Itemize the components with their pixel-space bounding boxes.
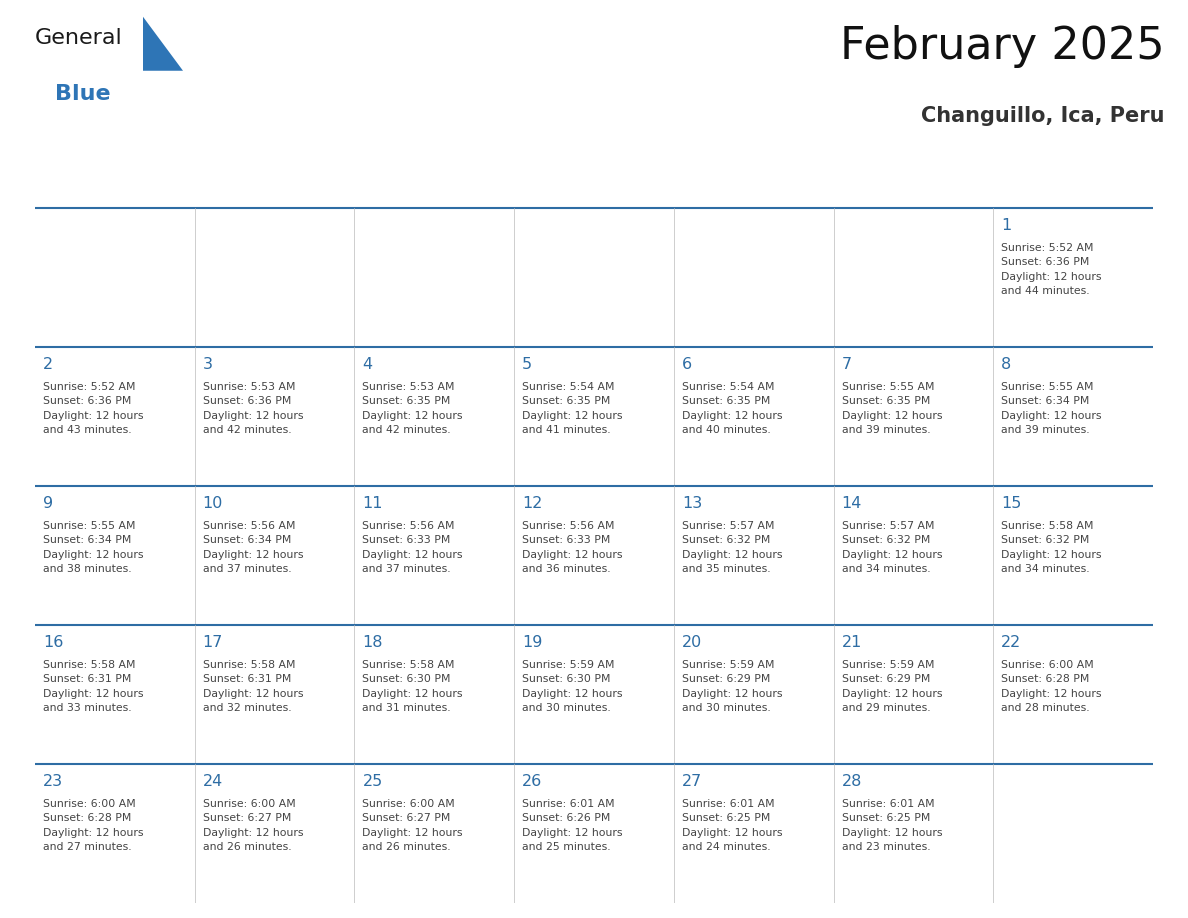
Text: 25: 25	[362, 774, 383, 789]
Text: Sunrise: 5:55 AM
Sunset: 6:34 PM
Daylight: 12 hours
and 39 minutes.: Sunrise: 5:55 AM Sunset: 6:34 PM Dayligh…	[1001, 382, 1101, 435]
Text: Sunrise: 5:56 AM
Sunset: 6:33 PM
Daylight: 12 hours
and 36 minutes.: Sunrise: 5:56 AM Sunset: 6:33 PM Dayligh…	[523, 521, 623, 574]
Text: 27: 27	[682, 774, 702, 789]
Text: Sunrise: 5:58 AM
Sunset: 6:31 PM
Daylight: 12 hours
and 33 minutes.: Sunrise: 5:58 AM Sunset: 6:31 PM Dayligh…	[43, 660, 144, 713]
Polygon shape	[143, 17, 183, 71]
Text: Sunrise: 5:53 AM
Sunset: 6:36 PM
Daylight: 12 hours
and 42 minutes.: Sunrise: 5:53 AM Sunset: 6:36 PM Dayligh…	[203, 382, 303, 435]
Text: Sunrise: 5:52 AM
Sunset: 6:36 PM
Daylight: 12 hours
and 43 minutes.: Sunrise: 5:52 AM Sunset: 6:36 PM Dayligh…	[43, 382, 144, 435]
Text: Sunrise: 5:59 AM
Sunset: 6:30 PM
Daylight: 12 hours
and 30 minutes.: Sunrise: 5:59 AM Sunset: 6:30 PM Dayligh…	[523, 660, 623, 713]
Text: 26: 26	[523, 774, 543, 789]
Text: Saturday: Saturday	[1001, 175, 1070, 191]
Text: 14: 14	[841, 496, 862, 510]
Text: 7: 7	[841, 357, 852, 372]
Text: 8: 8	[1001, 357, 1011, 372]
Text: Sunrise: 6:01 AM
Sunset: 6:25 PM
Daylight: 12 hours
and 24 minutes.: Sunrise: 6:01 AM Sunset: 6:25 PM Dayligh…	[682, 799, 783, 852]
Text: Sunrise: 5:58 AM
Sunset: 6:30 PM
Daylight: 12 hours
and 31 minutes.: Sunrise: 5:58 AM Sunset: 6:30 PM Dayligh…	[362, 660, 463, 713]
Text: Changuillo, Ica, Peru: Changuillo, Ica, Peru	[921, 106, 1164, 127]
Text: General: General	[34, 28, 122, 48]
Text: 6: 6	[682, 357, 691, 372]
Text: Sunrise: 5:56 AM
Sunset: 6:33 PM
Daylight: 12 hours
and 37 minutes.: Sunrise: 5:56 AM Sunset: 6:33 PM Dayligh…	[362, 521, 463, 574]
Text: Thursday: Thursday	[682, 175, 753, 191]
Text: Sunrise: 5:58 AM
Sunset: 6:31 PM
Daylight: 12 hours
and 32 minutes.: Sunrise: 5:58 AM Sunset: 6:31 PM Dayligh…	[203, 660, 303, 713]
Text: Sunrise: 5:57 AM
Sunset: 6:32 PM
Daylight: 12 hours
and 34 minutes.: Sunrise: 5:57 AM Sunset: 6:32 PM Dayligh…	[841, 521, 942, 574]
Text: 28: 28	[841, 774, 862, 789]
Text: 24: 24	[203, 774, 223, 789]
Text: Sunrise: 5:59 AM
Sunset: 6:29 PM
Daylight: 12 hours
and 30 minutes.: Sunrise: 5:59 AM Sunset: 6:29 PM Dayligh…	[682, 660, 783, 713]
Text: Sunrise: 6:00 AM
Sunset: 6:28 PM
Daylight: 12 hours
and 27 minutes.: Sunrise: 6:00 AM Sunset: 6:28 PM Dayligh…	[43, 799, 144, 852]
Text: 13: 13	[682, 496, 702, 510]
Text: Sunrise: 5:54 AM
Sunset: 6:35 PM
Daylight: 12 hours
and 40 minutes.: Sunrise: 5:54 AM Sunset: 6:35 PM Dayligh…	[682, 382, 783, 435]
Text: Sunrise: 6:01 AM
Sunset: 6:25 PM
Daylight: 12 hours
and 23 minutes.: Sunrise: 6:01 AM Sunset: 6:25 PM Dayligh…	[841, 799, 942, 852]
Text: Monday: Monday	[203, 175, 263, 191]
Text: Sunrise: 6:00 AM
Sunset: 6:27 PM
Daylight: 12 hours
and 26 minutes.: Sunrise: 6:00 AM Sunset: 6:27 PM Dayligh…	[362, 799, 463, 852]
Text: Friday: Friday	[841, 175, 887, 191]
Text: 19: 19	[523, 634, 543, 650]
Text: 9: 9	[43, 496, 53, 510]
Text: 5: 5	[523, 357, 532, 372]
Text: 23: 23	[43, 774, 63, 789]
Text: February 2025: February 2025	[840, 25, 1164, 68]
Text: Sunrise: 6:00 AM
Sunset: 6:28 PM
Daylight: 12 hours
and 28 minutes.: Sunrise: 6:00 AM Sunset: 6:28 PM Dayligh…	[1001, 660, 1101, 713]
Text: Sunday: Sunday	[43, 175, 100, 191]
Text: Sunrise: 5:56 AM
Sunset: 6:34 PM
Daylight: 12 hours
and 37 minutes.: Sunrise: 5:56 AM Sunset: 6:34 PM Dayligh…	[203, 521, 303, 574]
Text: 1: 1	[1001, 218, 1011, 233]
Text: 21: 21	[841, 634, 862, 650]
Text: Tuesday: Tuesday	[362, 175, 424, 191]
Text: Sunrise: 5:59 AM
Sunset: 6:29 PM
Daylight: 12 hours
and 29 minutes.: Sunrise: 5:59 AM Sunset: 6:29 PM Dayligh…	[841, 660, 942, 713]
Text: 4: 4	[362, 357, 373, 372]
Text: Wednesday: Wednesday	[523, 175, 611, 191]
Text: Sunrise: 6:00 AM
Sunset: 6:27 PM
Daylight: 12 hours
and 26 minutes.: Sunrise: 6:00 AM Sunset: 6:27 PM Dayligh…	[203, 799, 303, 852]
Text: Sunrise: 5:52 AM
Sunset: 6:36 PM
Daylight: 12 hours
and 44 minutes.: Sunrise: 5:52 AM Sunset: 6:36 PM Dayligh…	[1001, 242, 1101, 296]
Text: 15: 15	[1001, 496, 1022, 510]
Text: Sunrise: 5:55 AM
Sunset: 6:35 PM
Daylight: 12 hours
and 39 minutes.: Sunrise: 5:55 AM Sunset: 6:35 PM Dayligh…	[841, 382, 942, 435]
Text: Sunrise: 5:55 AM
Sunset: 6:34 PM
Daylight: 12 hours
and 38 minutes.: Sunrise: 5:55 AM Sunset: 6:34 PM Dayligh…	[43, 521, 144, 574]
Text: Sunrise: 5:57 AM
Sunset: 6:32 PM
Daylight: 12 hours
and 35 minutes.: Sunrise: 5:57 AM Sunset: 6:32 PM Dayligh…	[682, 521, 783, 574]
Text: 12: 12	[523, 496, 543, 510]
Text: 20: 20	[682, 634, 702, 650]
Text: 3: 3	[203, 357, 213, 372]
Text: 22: 22	[1001, 634, 1022, 650]
Text: Sunrise: 6:01 AM
Sunset: 6:26 PM
Daylight: 12 hours
and 25 minutes.: Sunrise: 6:01 AM Sunset: 6:26 PM Dayligh…	[523, 799, 623, 852]
Text: 10: 10	[203, 496, 223, 510]
Text: 16: 16	[43, 634, 63, 650]
Text: Blue: Blue	[55, 84, 110, 105]
Text: 18: 18	[362, 634, 383, 650]
Text: Sunrise: 5:54 AM
Sunset: 6:35 PM
Daylight: 12 hours
and 41 minutes.: Sunrise: 5:54 AM Sunset: 6:35 PM Dayligh…	[523, 382, 623, 435]
Text: Sunrise: 5:58 AM
Sunset: 6:32 PM
Daylight: 12 hours
and 34 minutes.: Sunrise: 5:58 AM Sunset: 6:32 PM Dayligh…	[1001, 521, 1101, 574]
Text: 17: 17	[203, 634, 223, 650]
Text: 2: 2	[43, 357, 53, 372]
Text: 11: 11	[362, 496, 383, 510]
Text: Sunrise: 5:53 AM
Sunset: 6:35 PM
Daylight: 12 hours
and 42 minutes.: Sunrise: 5:53 AM Sunset: 6:35 PM Dayligh…	[362, 382, 463, 435]
